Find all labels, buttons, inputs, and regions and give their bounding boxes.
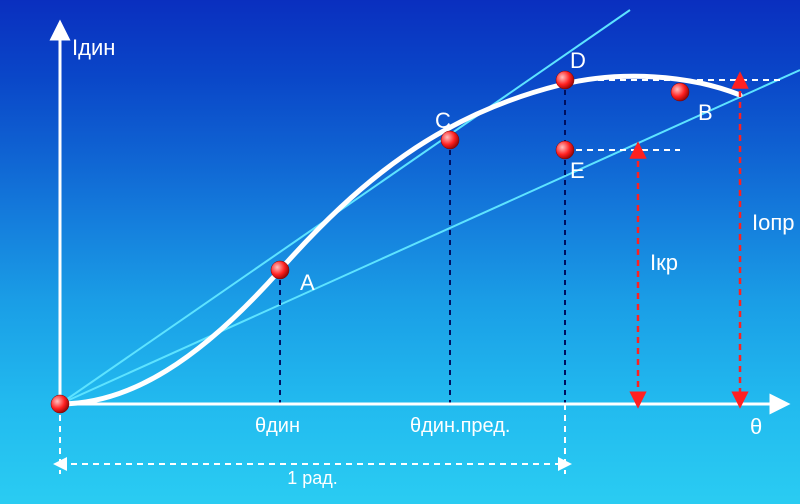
point-label-A: A <box>300 270 315 295</box>
data-point-A <box>271 261 289 279</box>
point-label-B: B <box>698 100 713 125</box>
data-point-C <box>441 131 459 149</box>
data-point-B <box>671 83 689 101</box>
measure-label: Iкр <box>650 250 678 275</box>
x-tick-label: θдин <box>255 415 300 437</box>
measure-label: Iопр <box>752 210 795 235</box>
data-point-origin <box>51 395 69 413</box>
point-label-C: C <box>435 108 451 133</box>
x-axis-label: θ <box>750 414 762 439</box>
dynamic-current-chart: θ Iдин θдин θдин.пред. Iкр Iопр 1 рад. A C D… <box>0 0 800 504</box>
x-tick-label: θдин.пред. <box>410 415 510 437</box>
data-point-D <box>556 71 574 89</box>
chart-background <box>0 0 800 504</box>
point-label-D: D <box>570 48 586 73</box>
one-radian-label: 1 рад. <box>287 468 338 488</box>
data-point-E <box>556 141 574 159</box>
y-axis-label: Iдин <box>72 35 115 60</box>
point-label-E: E <box>570 158 585 183</box>
